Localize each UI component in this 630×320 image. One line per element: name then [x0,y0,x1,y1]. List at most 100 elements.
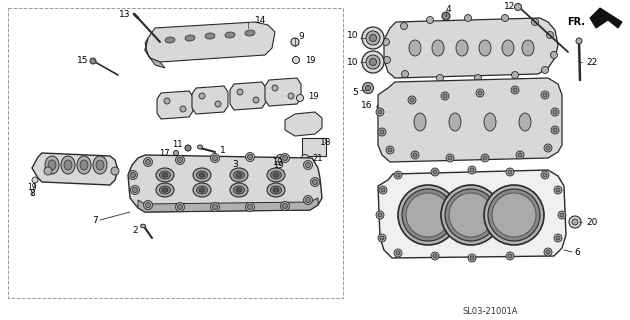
Circle shape [292,57,299,63]
Circle shape [173,150,178,156]
Polygon shape [265,78,301,106]
Circle shape [546,31,554,38]
Circle shape [551,108,559,116]
Circle shape [470,168,474,172]
Circle shape [111,167,119,175]
Circle shape [388,148,392,152]
Text: 14: 14 [255,15,266,25]
Circle shape [508,170,512,174]
Text: SL03-21001A: SL03-21001A [462,308,518,316]
Ellipse shape [185,35,195,41]
Text: 4: 4 [445,4,451,13]
Circle shape [377,104,383,110]
Ellipse shape [225,32,235,38]
Ellipse shape [245,30,255,36]
Ellipse shape [502,40,514,56]
Circle shape [433,254,437,258]
Bar [8,8,343,298]
Circle shape [370,59,377,66]
Ellipse shape [199,173,205,177]
Circle shape [370,35,377,42]
Circle shape [483,156,487,160]
Ellipse shape [159,186,171,194]
Circle shape [210,203,219,212]
Circle shape [199,93,205,99]
Circle shape [164,98,170,104]
Circle shape [541,91,549,99]
Ellipse shape [205,33,215,39]
Circle shape [378,213,382,217]
Ellipse shape [522,40,534,56]
Circle shape [443,94,447,98]
Circle shape [546,146,550,150]
Circle shape [362,83,374,93]
Ellipse shape [236,173,242,177]
Circle shape [511,86,519,94]
Circle shape [543,173,547,177]
Ellipse shape [165,37,175,43]
Ellipse shape [234,171,244,179]
Circle shape [569,216,581,228]
Circle shape [446,154,454,162]
Circle shape [427,17,433,23]
Circle shape [470,256,474,260]
Circle shape [280,202,290,211]
Circle shape [478,91,482,95]
Circle shape [513,88,517,92]
Polygon shape [384,18,558,78]
Text: 20: 20 [586,218,597,227]
Circle shape [576,38,582,44]
Polygon shape [192,86,228,114]
Text: 16: 16 [360,100,372,109]
Polygon shape [378,170,566,258]
Circle shape [532,19,539,26]
Circle shape [464,14,471,21]
Circle shape [431,252,439,260]
Ellipse shape [64,160,72,170]
Ellipse shape [414,113,426,131]
Circle shape [401,70,408,77]
Circle shape [542,67,549,74]
Text: 11: 11 [173,140,183,148]
Polygon shape [138,198,318,212]
Polygon shape [128,155,322,212]
Circle shape [178,157,183,163]
Text: 7: 7 [92,215,98,225]
Circle shape [488,189,540,241]
Ellipse shape [273,173,279,177]
Ellipse shape [197,186,207,194]
Polygon shape [157,91,193,119]
Circle shape [362,27,384,49]
Ellipse shape [479,40,491,56]
Text: 5: 5 [352,87,358,97]
Text: 1: 1 [220,146,226,155]
Circle shape [554,234,562,242]
Text: 19: 19 [27,182,37,191]
Circle shape [379,186,387,194]
Circle shape [44,167,52,175]
Circle shape [572,219,578,225]
Circle shape [362,51,384,73]
Circle shape [546,250,550,254]
Circle shape [311,178,319,187]
Ellipse shape [199,188,205,192]
Circle shape [381,188,385,192]
Circle shape [396,251,400,255]
Text: 6: 6 [574,247,580,257]
Circle shape [401,22,408,29]
Circle shape [544,144,552,152]
Text: 3: 3 [232,159,238,169]
Circle shape [215,101,221,107]
Circle shape [386,146,394,154]
Polygon shape [285,112,322,136]
Circle shape [288,93,294,99]
Ellipse shape [48,160,56,170]
Polygon shape [145,22,275,62]
Circle shape [246,203,255,212]
Circle shape [291,38,299,46]
Circle shape [448,156,452,160]
Ellipse shape [77,156,91,174]
Circle shape [558,211,566,219]
Ellipse shape [162,188,168,192]
Circle shape [553,128,557,132]
